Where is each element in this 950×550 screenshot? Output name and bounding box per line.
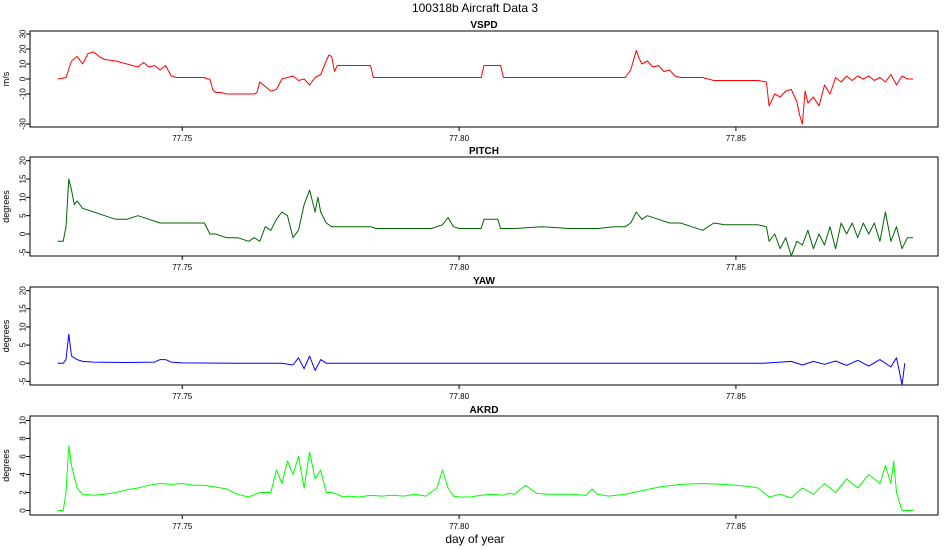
panel-title: PITCH bbox=[469, 146, 499, 157]
x-tick-label: 77.75 bbox=[172, 522, 193, 531]
y-tick-label: -10 bbox=[19, 88, 28, 100]
panel-akrd: AKRD degrees 0 2 4 6 8 10 77.75 77.80 77.85 bbox=[1, 405, 939, 531]
figure-title: 100318b Aircraft Data 3 bbox=[412, 1, 538, 15]
y-axis-label: degrees bbox=[1, 319, 11, 352]
panel-yaw: YAW degrees -5 0 5 10 15 20 77.75 77.80 77.85 bbox=[1, 276, 939, 401]
y-tick-label: 0 bbox=[19, 360, 28, 365]
y-tick-label: 5 bbox=[19, 213, 28, 218]
y-tick-label: -5 bbox=[19, 377, 28, 385]
x-tick-label: 77.85 bbox=[726, 263, 747, 272]
panel-title: YAW bbox=[473, 276, 495, 287]
panel-vspd: VSPD m/s -30 -10 0 10 20 30 77.75 77.80 77.85 bbox=[1, 20, 939, 143]
x-tick-label: 77.75 bbox=[172, 392, 193, 401]
x-tick-label: 77.80 bbox=[449, 522, 470, 531]
y-axis-label: degrees bbox=[1, 449, 11, 482]
x-tick-label: 77.75 bbox=[172, 263, 193, 272]
x-tick-label: 77.80 bbox=[449, 392, 470, 401]
y-tick-label: 30 bbox=[19, 29, 28, 38]
y-tick-label: 20 bbox=[19, 156, 28, 165]
plot-frame bbox=[29, 286, 939, 386]
series-line-akrd bbox=[57, 445, 914, 511]
y-axis-label: m/s bbox=[1, 71, 11, 86]
y-tick-label: 0 bbox=[19, 76, 28, 81]
y-tick-label: 10 bbox=[19, 192, 28, 201]
series-line-yaw bbox=[57, 333, 906, 386]
y-tick-label: 10 bbox=[19, 322, 28, 331]
panel-title: AKRD bbox=[470, 405, 499, 416]
x-tick-label: 77.80 bbox=[449, 134, 470, 143]
panel-pitch: PITCH degrees -5 0 5 10 15 20 77.75 77.80 77.85 bbox=[1, 146, 939, 272]
x-tick-label: 77.85 bbox=[726, 392, 747, 401]
y-tick-label: 0 bbox=[19, 231, 28, 236]
x-tick-label: 77.85 bbox=[726, 134, 747, 143]
x-tick-label: 77.75 bbox=[172, 134, 193, 143]
y-tick-label: 10 bbox=[19, 59, 28, 68]
y-tick-label: 0 bbox=[19, 508, 28, 513]
y-tick-label: 15 bbox=[19, 174, 28, 183]
y-tick-label: -30 bbox=[19, 118, 28, 130]
y-tick-label: 6 bbox=[19, 454, 28, 459]
y-tick-label: 10 bbox=[19, 416, 28, 425]
y-tick-label: 5 bbox=[19, 342, 28, 347]
series-line-pitch bbox=[57, 178, 914, 257]
x-tick-label: 77.80 bbox=[449, 263, 470, 272]
x-axis-label: day of year bbox=[445, 532, 504, 546]
series-line-vspd bbox=[57, 50, 914, 125]
x-tick-label: 77.85 bbox=[726, 522, 747, 531]
y-tick-label: 15 bbox=[19, 304, 28, 313]
y-tick-label: 20 bbox=[19, 286, 28, 295]
panel-title: VSPD bbox=[470, 20, 497, 31]
y-tick-label: 8 bbox=[19, 436, 28, 441]
y-tick-label: 2 bbox=[19, 490, 28, 495]
plot-frame bbox=[29, 156, 939, 257]
y-tick-label: -5 bbox=[19, 248, 28, 256]
y-tick-label: 4 bbox=[19, 472, 28, 477]
y-tick-label: 20 bbox=[19, 44, 28, 53]
plot-frame bbox=[29, 30, 939, 128]
plot-frame bbox=[29, 415, 939, 516]
y-axis-label: degrees bbox=[1, 190, 11, 223]
